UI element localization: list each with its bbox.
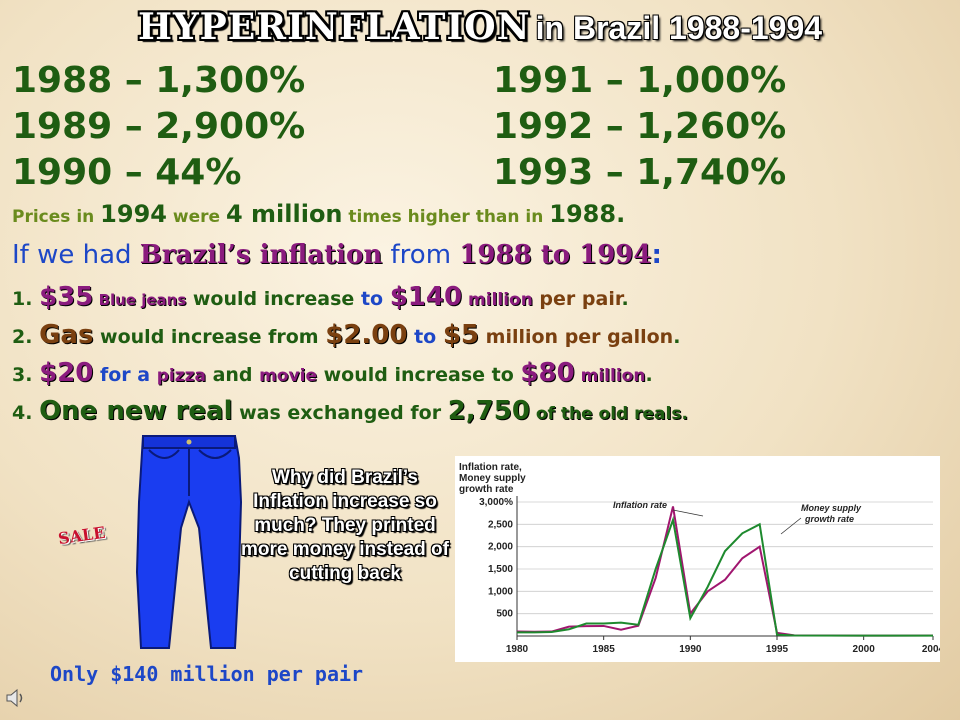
annotation-growth-rate: growth rate — [804, 514, 854, 524]
rate-1991: 1991 – 1,000% — [493, 60, 787, 101]
item-4: 4. One new real was exchanged for 2,750 … — [12, 396, 688, 426]
question-text: Why did Brazil’s Inflation increase so m… — [241, 467, 449, 584]
rate-1989: 1989 – 2,900% — [12, 106, 306, 147]
title-main: HYPERINFLATION — [137, 6, 531, 48]
x-tick-label: 2000 — [853, 644, 876, 655]
x-tick-label: 1985 — [593, 644, 616, 655]
money-supply-line — [517, 515, 933, 637]
y-tick-label: 1,000 — [488, 586, 513, 597]
y-tick-label: 500 — [496, 609, 513, 620]
item-2: 2. Gas would increase from $2.00 to $5 m… — [12, 320, 681, 350]
y-tick-label: 1,500 — [488, 564, 513, 575]
blue-jeans-image — [135, 432, 245, 654]
annotation-pointer — [780, 517, 802, 535]
item-1: 1. $35 Blue jeans would increase to $140… — [12, 282, 629, 312]
speaker-icon[interactable] — [4, 686, 28, 714]
title-sub: in Brazil 1988-1994 — [535, 10, 823, 46]
rate-1988: 1988 – 1,300% — [12, 60, 306, 101]
rate-1990: 1990 – 44% — [12, 152, 242, 193]
y-tick-label: 2,000 — [488, 542, 513, 553]
prices-line: Prices in 1994 were 4 million times high… — [12, 200, 626, 228]
x-tick-label: 2004 — [922, 644, 940, 655]
annotation-money-supply: Money supply — [801, 503, 862, 513]
x-tick-label: 1995 — [766, 644, 789, 655]
caption: Only $140 million per pair — [50, 662, 364, 686]
y-tick-label: 2,500 — [488, 519, 513, 530]
sale-sign: SALE — [56, 522, 107, 549]
annotation-pointer — [672, 509, 704, 517]
rate-1992: 1992 – 1,260% — [493, 106, 787, 147]
y-axis-label: Inflation rate, — [459, 462, 522, 473]
inflation-chart: Inflation rate, Money supply growth rate 50… — [455, 456, 945, 662]
y-tick-label: 3,000% — [479, 497, 513, 508]
annotation-inflation: Inflation rate — [613, 500, 667, 510]
rate-1993: 1993 – 1,740% — [493, 152, 787, 193]
if-line: If we had Brazil’s inflation from 1988 t… — [12, 240, 662, 270]
y-axis-label: growth rate — [459, 484, 514, 495]
item-3: 3. $20 for a pizza and movie would incre… — [12, 358, 653, 388]
x-tick-label: 1980 — [506, 644, 529, 655]
x-tick-label: 1990 — [679, 644, 702, 655]
inflation-rate-line — [516, 506, 934, 637]
slide-title: HYPERINFLATION in Brazil 1988-1994 — [0, 6, 960, 48]
y-axis-label: Money supply — [459, 473, 526, 484]
